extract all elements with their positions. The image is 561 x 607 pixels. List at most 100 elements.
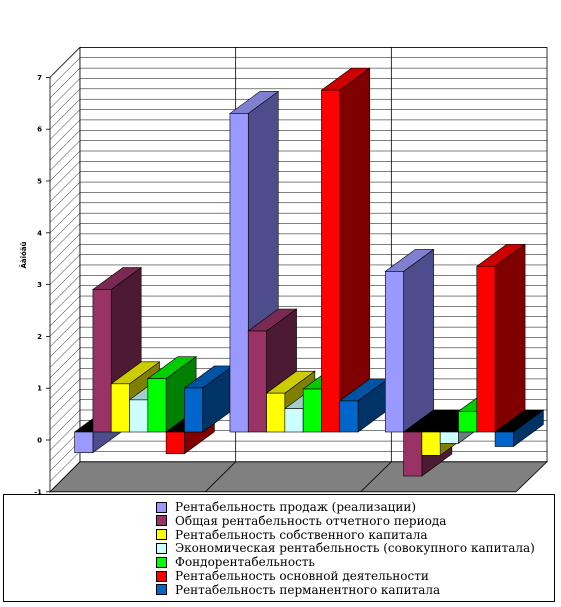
legend-item: Экономическая рентабельность (совокупног… xyxy=(156,541,535,555)
gridline xyxy=(49,181,81,213)
legend-swatch xyxy=(156,570,167,582)
bar-front xyxy=(421,431,441,456)
bar-front xyxy=(129,399,149,433)
bar-front xyxy=(476,265,496,433)
legend-label: Рентабельность собственного капитала xyxy=(175,527,428,542)
bar-front xyxy=(110,383,130,433)
bar-front xyxy=(494,431,514,447)
legend-item: Рентабельность собственного капитала xyxy=(156,528,428,542)
bar-front xyxy=(266,392,286,433)
gridline xyxy=(49,150,81,182)
legend-swatch xyxy=(156,556,167,568)
bar-side xyxy=(494,243,526,433)
bar-front xyxy=(384,271,404,433)
gridline xyxy=(49,306,81,337)
legend-item: Рентабельность основной деятельности xyxy=(156,569,429,583)
legend-item: Общая рентабельность отчетного периода xyxy=(156,514,446,528)
bar-front xyxy=(184,387,204,433)
y-tick-label: 6 xyxy=(37,126,42,134)
legend-swatch xyxy=(156,501,167,513)
gridline xyxy=(49,171,81,202)
bar-front xyxy=(147,378,167,433)
gridline xyxy=(49,140,81,171)
bar-front xyxy=(302,388,322,433)
legend-swatch xyxy=(156,542,167,554)
gridline xyxy=(49,119,81,151)
legend-swatch xyxy=(156,515,167,527)
bar xyxy=(320,67,371,433)
bar-front xyxy=(403,431,423,477)
chart-bars xyxy=(73,67,545,477)
y-tick-label: 0 xyxy=(37,437,42,445)
bar xyxy=(494,409,545,448)
floor-divider xyxy=(205,461,236,493)
gridline xyxy=(49,244,81,275)
legend-swatch xyxy=(156,529,167,541)
y-tick-label: 5 xyxy=(37,178,42,186)
gridline xyxy=(49,358,81,389)
legend-label: Фондорентабельность xyxy=(175,555,315,570)
gridline xyxy=(49,109,81,140)
bar-front xyxy=(92,289,112,433)
gridline xyxy=(49,275,81,306)
gridline xyxy=(49,57,81,88)
y-tick-label: 1 xyxy=(37,385,42,393)
legend-label: Рентабельность перманентного капитала xyxy=(175,582,441,597)
bar-front xyxy=(339,400,359,433)
legend-label: Рентабельность продаж (реализации) xyxy=(175,500,417,514)
gridline xyxy=(49,47,81,78)
bar-front xyxy=(165,431,185,455)
bar-front xyxy=(284,408,304,433)
gridline xyxy=(49,192,81,223)
gridline xyxy=(49,409,81,441)
bar-side xyxy=(339,67,371,433)
legend-label: Экономическая рентабельность (совокупног… xyxy=(175,541,535,556)
gridline xyxy=(49,368,81,399)
gridline xyxy=(49,99,81,130)
gridline xyxy=(49,295,81,327)
legend-swatch xyxy=(156,584,167,596)
gridline xyxy=(49,202,81,233)
gridline xyxy=(49,88,81,120)
chart-legend: Рентабельность продаж (реализации) Общая … xyxy=(3,494,555,602)
y-tick-label: 2 xyxy=(37,333,42,341)
legend-item: Рентабельность продаж (реализации) xyxy=(156,500,416,514)
gridline xyxy=(49,233,81,265)
gridline xyxy=(49,67,81,99)
gridline xyxy=(49,316,81,347)
gridline xyxy=(49,378,81,410)
bar-front xyxy=(321,89,341,433)
gridline xyxy=(49,78,81,109)
y-axis-ticks: -1 0 1 2 3 4 5 6 7 xyxy=(34,74,50,495)
bar-front xyxy=(229,113,249,433)
bar-front xyxy=(247,330,267,433)
gridline xyxy=(49,399,81,430)
gridline xyxy=(49,326,81,358)
chart-floor xyxy=(49,461,548,493)
gridline xyxy=(49,223,81,254)
gridline xyxy=(49,420,81,451)
gridline xyxy=(49,337,81,368)
legend-item: Рентабельность перманентного капитала xyxy=(156,583,440,597)
bar-front xyxy=(439,431,459,444)
legend-label: Общая рентабельность отчетного периода xyxy=(175,513,447,528)
gridline xyxy=(49,161,81,192)
y-tick-label: -1 xyxy=(34,488,42,495)
gridline xyxy=(49,212,81,244)
gridline xyxy=(49,285,81,316)
legend-item: Фондорентабельность xyxy=(156,555,315,569)
bar-front xyxy=(74,431,94,454)
gridline xyxy=(49,254,81,285)
floor-divider xyxy=(360,461,392,493)
y-axis-label: Ãàîóäû xyxy=(19,241,28,268)
bar-front xyxy=(458,410,478,433)
y-tick-label: 3 xyxy=(37,281,42,289)
gridline xyxy=(49,264,81,296)
bar-side xyxy=(403,248,434,433)
y-tick-label: 4 xyxy=(37,229,42,237)
bar xyxy=(384,248,435,433)
floor xyxy=(49,461,548,493)
gridline xyxy=(49,389,81,420)
gridline xyxy=(49,451,81,482)
